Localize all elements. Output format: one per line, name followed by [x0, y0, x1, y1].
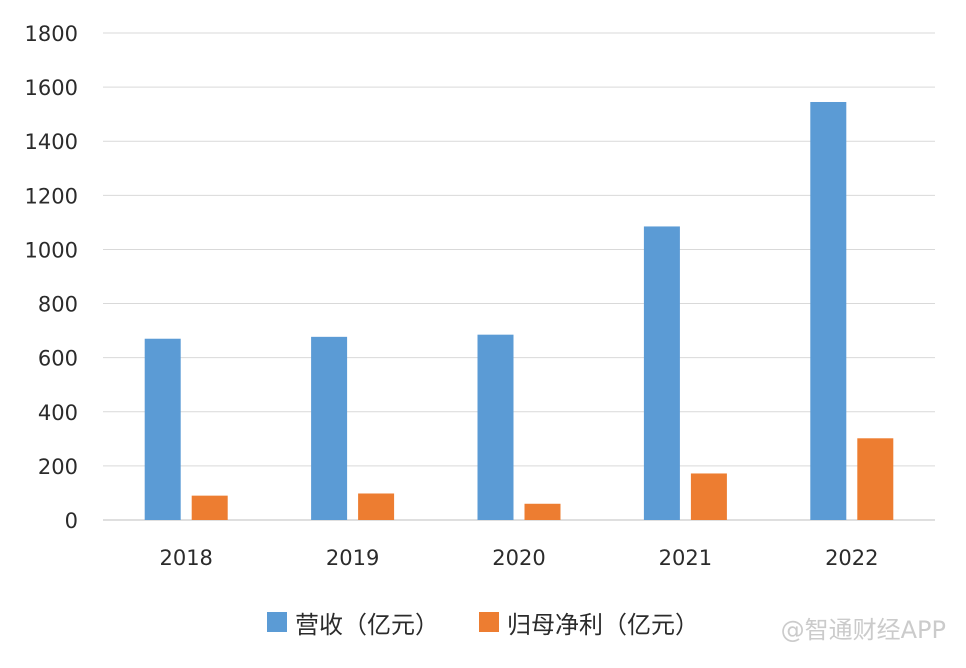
y-tick-label: 1000 — [25, 238, 78, 262]
y-axis-ticks: 0 200 400 600 800 1000 1200 1400 1600 1800 — [25, 22, 78, 533]
bar-revenue-2022 — [810, 101, 847, 520]
bars — [144, 101, 894, 521]
x-axis-ticks: 2018 2019 2020 2021 2022 — [159, 546, 878, 570]
y-tick-label: 1400 — [25, 130, 78, 154]
grid-lines — [103, 32, 935, 521]
y-tick-label: 1200 — [25, 184, 78, 208]
y-tick-label: 400 — [38, 401, 78, 425]
bar-revenue-2020 — [477, 334, 514, 520]
watermark: @智通财经APP — [780, 616, 946, 644]
x-tick-label: 2018 — [159, 546, 212, 570]
legend-swatch-net-profit — [479, 612, 499, 632]
x-tick-label: 2022 — [825, 546, 878, 570]
x-tick-label: 2020 — [492, 546, 545, 570]
bar-net-profit-2022 — [857, 438, 894, 520]
legend-label-net-profit: 归母净利（亿元） — [507, 610, 699, 639]
bar-net-profit-2018 — [191, 495, 228, 520]
legend: 营收（亿元） 归母净利（亿元） — [0, 600, 966, 644]
bar-net-profit-2019 — [358, 493, 395, 520]
legend-item-revenue: 营收（亿元） — [267, 605, 439, 640]
legend-swatch-revenue — [267, 612, 287, 632]
y-tick-label: 0 — [65, 509, 78, 533]
x-tick-label: 2019 — [326, 546, 379, 570]
bar-net-profit-2021 — [690, 473, 727, 520]
legend-item-net-profit: 归母净利（亿元） — [479, 605, 699, 640]
x-tick-label: 2021 — [659, 546, 712, 570]
y-tick-label: 200 — [38, 455, 78, 479]
bar-revenue-2021 — [643, 226, 680, 521]
bar-revenue-2018 — [144, 338, 181, 520]
y-tick-label: 1800 — [25, 22, 78, 46]
y-tick-label: 1600 — [25, 76, 78, 100]
y-tick-label: 600 — [38, 347, 78, 371]
bar-net-profit-2020 — [524, 503, 561, 520]
legend-label-revenue: 营收（亿元） — [295, 610, 439, 639]
y-tick-label: 800 — [38, 293, 78, 317]
bar-revenue-2019 — [311, 336, 348, 520]
